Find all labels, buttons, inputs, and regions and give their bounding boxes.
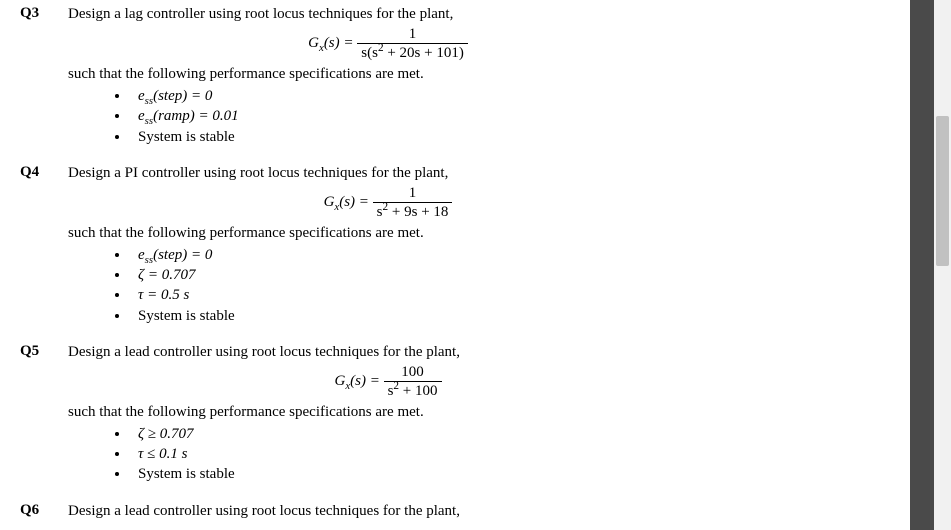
equation-lhs: Gx(s) = (334, 373, 379, 389)
spec-item: ess(step) = 0 (130, 245, 708, 265)
spec-item: τ ≤ 0.1 s (130, 444, 708, 464)
scrollbar-thumb[interactable] (936, 116, 949, 266)
equation-fraction: 100 s2 + 100 (384, 364, 442, 400)
question-prompt: Design a lead controller using root locu… (68, 342, 708, 362)
question-block: Q3 Design a lag controller using root lo… (20, 4, 910, 161)
question-label: Q4 (20, 163, 68, 181)
spec-item: ess(step) = 0 (130, 86, 708, 106)
question-label: Q6 (20, 501, 68, 519)
question-body: Design a PI controller using root locus … (68, 163, 708, 340)
equation: Gx(s) = 100 s2 + 100 (68, 364, 708, 400)
question-body: Design a lag controller using root locus… (68, 4, 708, 161)
spec-list: ζ ≥ 0.707 τ ≤ 0.1 s System is stable (108, 424, 708, 485)
question-block: Q4 Design a PI controller using root loc… (20, 163, 910, 340)
question-body: Design a lead controller using root locu… (68, 342, 708, 499)
question-follow: such that the following performance spec… (68, 402, 708, 422)
question-block: Q5 Design a lead controller using root l… (20, 342, 910, 499)
spec-item: System is stable (130, 127, 708, 147)
spec-item: ζ = 0.707 (130, 265, 708, 285)
spec-item: System is stable (130, 464, 708, 484)
question-label: Q3 (20, 4, 68, 22)
equation-fraction: 1 s2 + 9s + 18 (373, 185, 453, 221)
spec-item: ess(ramp) = 0.01 (130, 106, 708, 126)
equation-numerator: 1 (357, 26, 468, 44)
spec-list: ess(step) = 0 ess(ramp) = 0.01 System is… (108, 86, 708, 147)
equation-numerator: 100 (384, 364, 442, 382)
equation: Gx(s) = 1 s(s2 + 20s + 101) (68, 26, 708, 62)
equation-lhs: Gx(s) = (308, 35, 353, 51)
question-label: Q5 (20, 342, 68, 360)
question-body: Design a lead controller using root locu… (68, 501, 460, 521)
question-block: Q6 Design a lead controller using root l… (20, 501, 910, 521)
document-page: Q3 Design a lag controller using root lo… (0, 0, 910, 530)
question-prompt: Design a PI controller using root locus … (68, 163, 708, 183)
equation-denominator: s2 + 9s + 18 (373, 203, 453, 221)
question-follow: such that the following performance spec… (68, 223, 708, 243)
equation-fraction: 1 s(s2 + 20s + 101) (357, 26, 468, 62)
scrollbar-track[interactable] (934, 0, 951, 530)
spec-item: ζ ≥ 0.707 (130, 424, 708, 444)
equation-denominator: s2 + 100 (384, 382, 442, 400)
question-prompt: Design a lead controller using root locu… (68, 501, 460, 521)
equation-denominator: s(s2 + 20s + 101) (357, 44, 468, 62)
question-prompt: Design a lag controller using root locus… (68, 4, 708, 24)
spec-item: System is stable (130, 306, 708, 326)
spec-item: τ = 0.5 s (130, 285, 708, 305)
question-follow: such that the following performance spec… (68, 64, 708, 84)
spec-list: ess(step) = 0 ζ = 0.707 τ = 0.5 s System… (108, 245, 708, 326)
equation: Gx(s) = 1 s2 + 9s + 18 (68, 185, 708, 221)
equation-lhs: Gx(s) = (324, 194, 369, 210)
